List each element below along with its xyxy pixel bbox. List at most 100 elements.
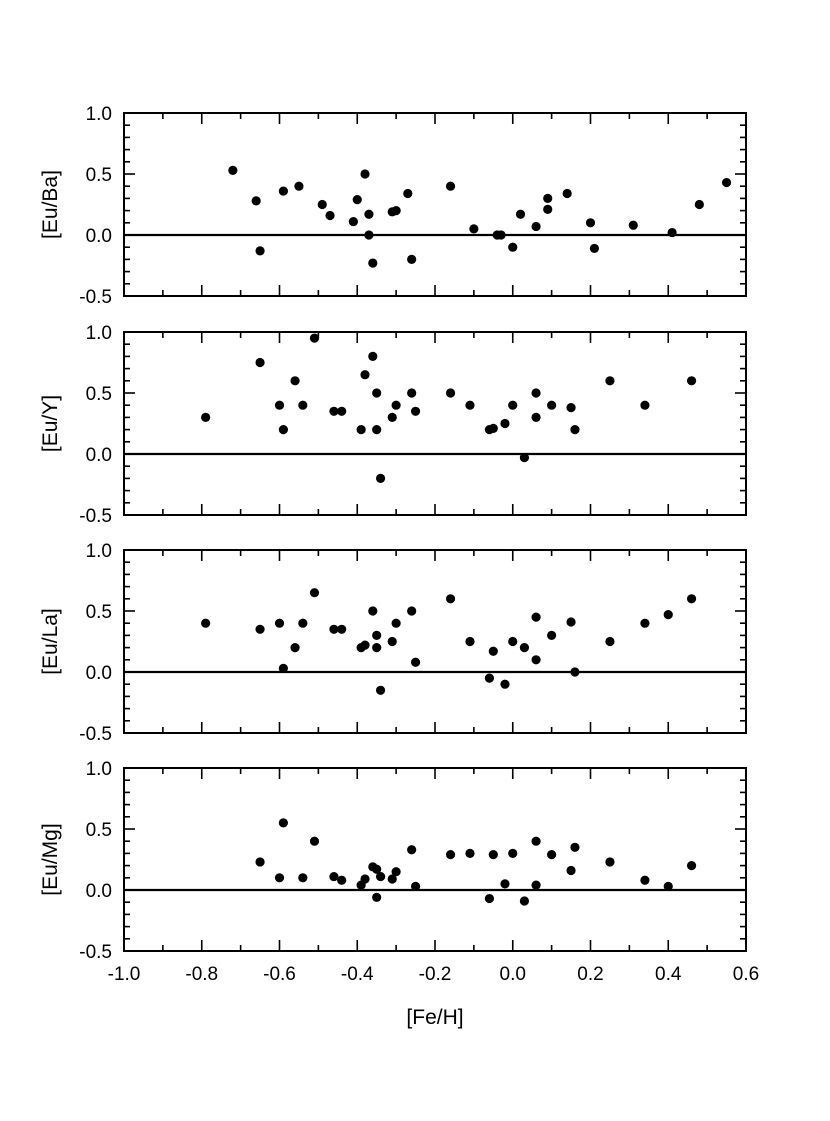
data-point bbox=[410, 881, 421, 891]
panel-eu-y: 1.0 0.5 0.0 -0.5 [Eu/Y] bbox=[39, 323, 747, 527]
data-point bbox=[255, 857, 265, 867]
data-point bbox=[508, 636, 518, 647]
data-point bbox=[391, 400, 401, 410]
data-point bbox=[500, 418, 510, 429]
panel-ticks bbox=[123, 549, 747, 734]
data-point bbox=[274, 618, 285, 628]
panel-eu-mg: 1.0 0.5 0.0 -0.5 [Eu/Mg] bbox=[39, 759, 747, 963]
data-point bbox=[317, 199, 327, 210]
data-point bbox=[667, 227, 677, 238]
data-point bbox=[298, 618, 308, 628]
data-point bbox=[278, 186, 288, 196]
y-axis-label: [Eu/La] bbox=[39, 608, 62, 675]
data-point bbox=[488, 646, 498, 656]
data-point bbox=[337, 406, 347, 416]
data-points bbox=[255, 818, 697, 906]
data-point bbox=[251, 196, 261, 206]
data-point bbox=[519, 453, 530, 463]
data-point bbox=[309, 588, 320, 598]
data-point bbox=[488, 423, 498, 433]
panel-frame bbox=[123, 767, 747, 952]
y-tick-label: 0.0 bbox=[86, 881, 112, 902]
data-point bbox=[531, 836, 541, 846]
data-point bbox=[329, 624, 339, 634]
data-point bbox=[566, 865, 576, 876]
data-point bbox=[519, 896, 530, 906]
x-tick-label: -0.6 bbox=[263, 964, 296, 985]
data-point bbox=[337, 875, 347, 885]
panel-ticks bbox=[123, 112, 747, 297]
data-point bbox=[375, 871, 386, 882]
data-point bbox=[407, 388, 417, 398]
data-point bbox=[605, 636, 615, 647]
data-point bbox=[372, 630, 382, 641]
y-tick-label: 1.0 bbox=[86, 104, 112, 125]
data-point bbox=[605, 857, 615, 867]
x-axis-label: [Fe/H] bbox=[406, 1006, 463, 1029]
data-point bbox=[387, 412, 397, 422]
data-point bbox=[640, 400, 650, 410]
y-tick-labels: 1.0 0.5 0.0 -0.5 bbox=[79, 541, 112, 745]
y-tick-labels: 1.0 0.5 0.0 -0.5 bbox=[79, 323, 112, 527]
data-point bbox=[585, 218, 596, 228]
data-point bbox=[255, 357, 265, 368]
data-point bbox=[531, 221, 541, 232]
y-axis-label: [Eu/Mg] bbox=[39, 823, 62, 895]
y-tick-label: 0.0 bbox=[86, 445, 112, 466]
data-point bbox=[663, 610, 673, 620]
data-point bbox=[465, 636, 475, 647]
data-point bbox=[337, 624, 347, 634]
data-point bbox=[255, 246, 265, 256]
panel-eu-ba: 1.0 0.5 0.0 -0.5 [Eu/Ba] bbox=[39, 104, 747, 308]
data-point bbox=[566, 403, 576, 413]
data-point bbox=[298, 873, 308, 883]
data-point bbox=[445, 181, 456, 191]
data-point bbox=[403, 188, 413, 199]
data-point bbox=[500, 679, 510, 689]
data-point bbox=[375, 685, 386, 695]
data-point bbox=[372, 388, 382, 398]
data-point bbox=[368, 258, 378, 268]
data-point bbox=[469, 224, 479, 234]
data-point bbox=[515, 209, 526, 219]
data-point bbox=[387, 636, 397, 647]
x-tick-label: -0.4 bbox=[341, 964, 374, 985]
data-point bbox=[445, 850, 456, 860]
data-point bbox=[407, 254, 417, 264]
y-tick-label: 1.0 bbox=[86, 541, 112, 562]
data-point bbox=[410, 657, 421, 667]
panel-eu-la: 1.0 0.5 0.0 -0.5 [Eu/La] bbox=[39, 541, 747, 745]
data-point bbox=[566, 617, 576, 627]
y-tick-label: 0.5 bbox=[86, 820, 112, 841]
data-point bbox=[278, 425, 288, 435]
data-point bbox=[410, 406, 421, 416]
data-point bbox=[255, 624, 265, 634]
data-point bbox=[547, 400, 557, 410]
data-point bbox=[298, 400, 308, 410]
data-point bbox=[543, 193, 553, 203]
data-point bbox=[628, 220, 638, 230]
data-points bbox=[201, 333, 697, 483]
data-point bbox=[570, 842, 580, 852]
data-point bbox=[640, 875, 650, 885]
data-point bbox=[360, 874, 370, 884]
data-point bbox=[360, 370, 370, 380]
y-tick-label: 0.5 bbox=[86, 384, 112, 405]
data-point bbox=[360, 169, 370, 179]
y-axis-label: [Eu/Ba] bbox=[39, 170, 62, 239]
data-point bbox=[589, 243, 599, 254]
data-point bbox=[508, 400, 518, 410]
data-point bbox=[228, 165, 238, 175]
y-tick-labels: 1.0 0.5 0.0 -0.5 bbox=[79, 759, 112, 963]
data-point bbox=[368, 351, 378, 361]
x-tick-label: 0.4 bbox=[655, 964, 682, 985]
panel-frame bbox=[123, 549, 747, 734]
data-point bbox=[364, 230, 374, 240]
data-point bbox=[465, 848, 475, 859]
data-point bbox=[407, 845, 417, 855]
data-point bbox=[663, 881, 673, 891]
data-point bbox=[309, 333, 320, 343]
data-point bbox=[531, 655, 541, 665]
panel-frame bbox=[123, 112, 747, 297]
